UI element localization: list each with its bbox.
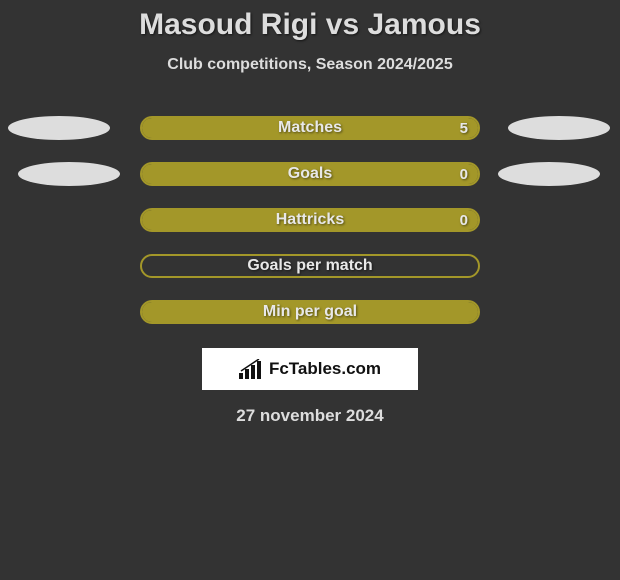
- stat-row: Hattricks0: [0, 208, 620, 232]
- subtitle: Club competitions, Season 2024/2025: [0, 56, 620, 74]
- left-value-ellipse: [18, 162, 120, 186]
- stat-bar: Min per goal: [140, 300, 480, 324]
- stat-row: Goals0: [0, 162, 620, 186]
- branding-inner: FcTables.com: [239, 359, 381, 379]
- stats-list: Matches5Goals0Hattricks0Goals per matchM…: [0, 116, 620, 324]
- branding-text: FcTables.com: [269, 359, 381, 379]
- right-value-ellipse: [498, 162, 600, 186]
- stat-row: Matches5: [0, 116, 620, 140]
- stat-row: Min per goal: [0, 300, 620, 324]
- stat-bar: Hattricks0: [140, 208, 480, 232]
- stat-bar: Goals0: [140, 162, 480, 186]
- left-value-ellipse: [8, 116, 110, 140]
- stat-row: Goals per match: [0, 254, 620, 278]
- stat-value: 5: [460, 120, 468, 137]
- fctables-logo-icon: [239, 359, 265, 379]
- stat-label: Min per goal: [142, 303, 478, 321]
- date-label: 27 november 2024: [0, 406, 620, 426]
- stat-bar: Goals per match: [140, 254, 480, 278]
- stat-label: Goals per match: [142, 257, 478, 275]
- comparison-widget: Masoud Rigi vs Jamous Club competitions,…: [0, 0, 620, 426]
- stat-label: Goals: [142, 165, 478, 183]
- branding-badge: FcTables.com: [202, 348, 418, 390]
- right-value-ellipse: [508, 116, 610, 140]
- stat-value: 0: [460, 166, 468, 183]
- stat-bar: Matches5: [140, 116, 480, 140]
- stat-label: Hattricks: [142, 211, 478, 229]
- page-title: Masoud Rigi vs Jamous: [0, 8, 620, 42]
- stat-value: 0: [460, 212, 468, 229]
- stat-label: Matches: [142, 119, 478, 137]
